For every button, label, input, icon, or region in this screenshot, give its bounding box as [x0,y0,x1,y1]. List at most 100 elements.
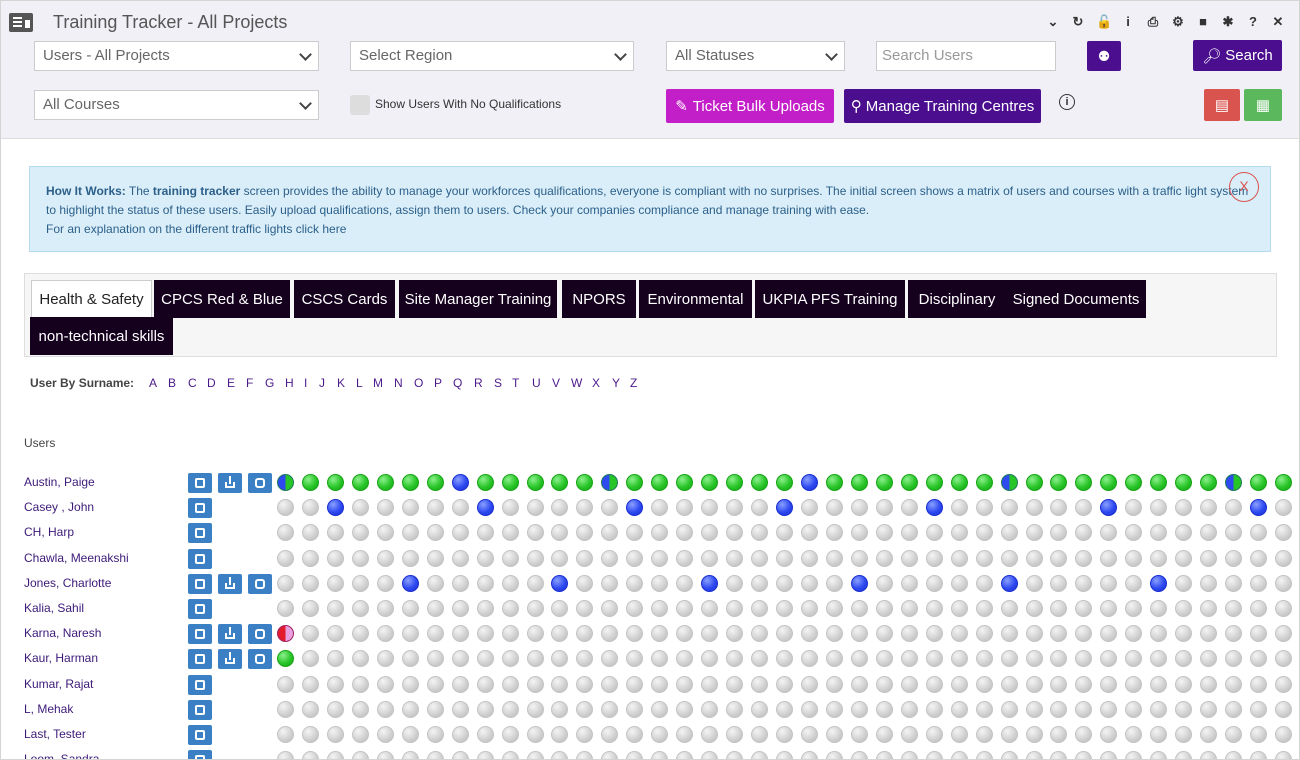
qualification-status-dot[interactable] [402,474,419,491]
qualification-status-dot[interactable] [951,701,968,718]
qualification-status-dot[interactable] [876,550,893,567]
qualification-status-dot[interactable] [377,650,394,667]
qualification-status-dot[interactable] [302,600,319,617]
qualification-status-dot[interactable] [926,650,943,667]
qualification-status-dot[interactable] [502,550,519,567]
qualification-status-dot[interactable] [477,550,494,567]
qualification-status-dot[interactable] [327,751,344,759]
qualification-status-dot[interactable] [601,701,618,718]
qualification-status-dot[interactable] [576,474,593,491]
qualification-status-dot[interactable] [726,726,743,743]
qualification-status-dot[interactable] [851,499,868,516]
qualification-status-dot[interactable] [1125,676,1142,693]
qualification-status-dot[interactable] [377,726,394,743]
qualification-status-dot[interactable] [277,524,294,541]
qualification-status-dot[interactable] [452,499,469,516]
qualification-status-dot[interactable] [1275,650,1292,667]
qualification-status-dot[interactable] [626,751,643,759]
qualification-status-dot[interactable] [676,676,693,693]
qualification-status-dot[interactable] [676,625,693,642]
user-name[interactable]: Casey , John [24,500,95,514]
qualification-status-dot[interactable] [926,524,943,541]
qualification-status-dot[interactable] [926,676,943,693]
qualification-status-dot[interactable] [327,600,344,617]
qualification-status-dot[interactable] [551,499,568,516]
qualification-status-dot[interactable] [1275,524,1292,541]
qualification-status-dot[interactable] [1026,550,1043,567]
qualification-status-dot[interactable] [1250,701,1267,718]
qualification-status-dot[interactable] [701,474,718,491]
qualification-status-dot[interactable] [1175,650,1192,667]
qualification-status-dot[interactable] [1225,650,1242,667]
qualification-status-dot[interactable] [402,550,419,567]
qualification-status-dot[interactable] [901,499,918,516]
qualification-status-dot[interactable] [477,524,494,541]
qualification-status-dot[interactable] [726,575,743,592]
qualification-status-dot[interactable] [701,499,718,516]
qualification-status-dot[interactable] [1275,701,1292,718]
qualification-status-dot[interactable] [402,701,419,718]
edit-icon[interactable] [188,549,212,569]
qualification-status-dot[interactable] [851,575,868,592]
qualification-status-dot[interactable] [976,676,993,693]
qualification-status-dot[interactable] [327,676,344,693]
export-pdf-button[interactable]: ▤ [1204,89,1240,121]
qualification-status-dot[interactable] [1250,751,1267,759]
qualification-status-dot[interactable] [477,701,494,718]
qualification-status-dot[interactable] [527,676,544,693]
qualification-status-dot[interactable] [1100,701,1117,718]
tab-cscs-cards[interactable]: CSCS Cards [294,280,395,318]
qualification-status-dot[interactable] [502,650,519,667]
qualification-status-dot[interactable] [1075,499,1092,516]
qualification-status-dot[interactable] [352,751,369,759]
qualification-status-dot[interactable] [1100,524,1117,541]
qualification-status-dot[interactable] [1050,550,1067,567]
qualification-status-dot[interactable] [801,600,818,617]
qualification-status-dot[interactable] [352,499,369,516]
qualification-status-dot[interactable] [352,701,369,718]
qualification-status-dot[interactable] [452,474,469,491]
qualification-status-dot[interactable] [726,600,743,617]
qualification-status-dot[interactable] [601,474,618,491]
qualification-status-dot[interactable] [1125,751,1142,759]
qualification-status-dot[interactable] [1050,625,1067,642]
qualification-status-dot[interactable] [676,474,693,491]
qualification-status-dot[interactable] [851,474,868,491]
qualification-status-dot[interactable] [626,474,643,491]
qualification-status-dot[interactable] [601,650,618,667]
surname-letter-x[interactable]: X [592,376,601,390]
qualification-status-dot[interactable] [402,499,419,516]
surname-letter-h[interactable]: H [285,376,294,390]
edit-icon[interactable] [188,473,212,493]
qualification-status-dot[interactable] [1001,701,1018,718]
surname-letter-l[interactable]: L [356,376,363,390]
qualification-status-dot[interactable] [1200,524,1217,541]
qualification-status-dot[interactable] [701,701,718,718]
qualification-status-dot[interactable] [901,600,918,617]
qualification-status-dot[interactable] [327,650,344,667]
qualification-status-dot[interactable] [951,751,968,759]
qualification-status-dot[interactable] [876,726,893,743]
qualification-status-dot[interactable] [626,726,643,743]
edit-icon[interactable] [188,700,212,720]
qualification-status-dot[interactable] [1075,751,1092,759]
qualification-status-dot[interactable] [452,600,469,617]
unlock-icon[interactable]: 🔓 [1096,14,1113,29]
qualification-status-dot[interactable] [976,474,993,491]
qualification-status-dot[interactable] [452,751,469,759]
qualification-status-dot[interactable] [302,625,319,642]
qualification-status-dot[interactable] [1100,600,1117,617]
close-info-button[interactable]: X [1229,172,1259,202]
qualification-status-dot[interactable] [1075,726,1092,743]
qualification-status-dot[interactable] [951,575,968,592]
qualification-status-dot[interactable] [576,650,593,667]
qualification-status-dot[interactable] [1150,524,1167,541]
qualification-status-dot[interactable] [826,676,843,693]
qualification-status-dot[interactable] [427,600,444,617]
qualification-status-dot[interactable] [951,524,968,541]
qualification-status-dot[interactable] [926,499,943,516]
qualification-status-dot[interactable] [1050,650,1067,667]
qualification-status-dot[interactable] [1225,575,1242,592]
qualification-status-dot[interactable] [726,474,743,491]
edit-icon[interactable] [188,498,212,518]
